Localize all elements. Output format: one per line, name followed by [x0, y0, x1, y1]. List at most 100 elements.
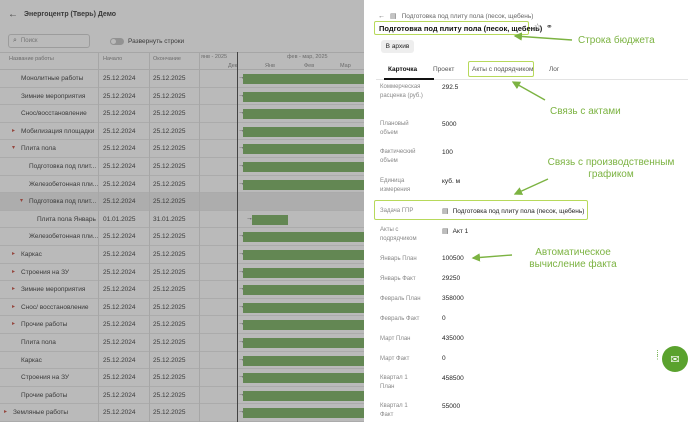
gantt-bar[interactable] [252, 214, 288, 225]
gpr-task-link[interactable]: ▤ Подготовка под плиту пола (песок, щебен… [442, 207, 584, 215]
gantt-bar[interactable] [243, 179, 364, 190]
table-row[interactable]: ▸ Прочие работы 25.12.2024 25.12.2025 → [0, 316, 364, 334]
chevron-right-icon[interactable]: ▸ [12, 286, 16, 293]
arrow-right-icon: → [238, 267, 245, 275]
gantt-bar[interactable] [243, 109, 364, 120]
table-row[interactable]: Подготовка под плит... 25.12.2024 25.12.20… [0, 158, 364, 176]
field-value[interactable]: 458500 [442, 375, 464, 382]
gantt-bar[interactable] [243, 390, 364, 401]
row-start-date: 25.12.2024 [103, 92, 136, 100]
field-value[interactable]: 358000 [442, 295, 464, 302]
timeline-month: Дек [228, 63, 238, 69]
tab-card[interactable]: Карточка [388, 66, 418, 73]
table-row[interactable]: ▸ Мобилизация площадки 25.12.2024 25.12.202… [0, 123, 364, 141]
chevron-down-icon[interactable]: ▾ [20, 198, 24, 205]
field-value[interactable]: куб. м [442, 178, 461, 185]
table-row[interactable]: ▸ Каркас 25.12.2024 25.12.2025 → [0, 246, 364, 264]
chevron-right-icon[interactable]: ▸ [12, 127, 16, 134]
gantt-bar[interactable] [243, 91, 364, 102]
table-row[interactable]: ▸ Зимние мероприятия 25.12.2024 25.12.2025 → [0, 281, 364, 299]
gantt-bar[interactable] [243, 408, 364, 419]
arrow-right-icon: → [238, 232, 245, 240]
field-label: Квартал 1 План [380, 375, 408, 390]
arrow-right-icon: → [238, 355, 245, 363]
gantt-bar[interactable] [243, 267, 364, 278]
breadcrumb-text[interactable]: Подготовка под плиту пола (песок, щебень… [401, 12, 534, 20]
gantt-bar[interactable] [243, 338, 364, 348]
table-row[interactable]: Зимние мероприятия 25.12.2024 25.12.2025 → [0, 88, 364, 106]
table-row[interactable]: Плита пола Январь 01.01.2025 31.01.2025 → [0, 211, 364, 229]
row-end-date: 25.12.2025 [153, 110, 186, 118]
link-icon[interactable]: ⚭ [546, 22, 553, 31]
row-name: Снос/ восстановление [21, 303, 89, 311]
arrow-left-icon[interactable]: ← [8, 8, 18, 20]
field-value[interactable]: 0 [442, 315, 446, 322]
page-title: Подготовка под плиту пола (песок, щебень… [379, 24, 543, 33]
chevron-right-icon[interactable]: ▸ [12, 268, 16, 275]
gantt-bar[interactable] [243, 74, 364, 84]
chevron-right-icon[interactable]: ▸ [12, 303, 16, 310]
field-value[interactable]: 55000 [442, 403, 461, 410]
field-value[interactable]: 435000 [442, 335, 464, 342]
field-value[interactable]: 292.5 [442, 84, 459, 91]
row-end-date: 25.12.2025 [153, 180, 186, 188]
table-row[interactable]: Монолитные работы 25.12.2024 25.12.2025 → [0, 70, 364, 88]
arrow-right-icon: → [238, 91, 245, 99]
act-text: Акт 1 [452, 228, 469, 235]
table-row[interactable]: Железобетонная пли... 25.12.2024 25.12.202… [0, 228, 364, 246]
gantt-bar[interactable] [243, 162, 364, 172]
expand-rows-toggle[interactable] [110, 37, 124, 45]
archive-button[interactable]: В архив [381, 40, 414, 53]
act-link[interactable]: ▤ Акт 1 [442, 227, 468, 235]
search-input[interactable]: ⌕ Поиск [8, 34, 90, 48]
gantt-bar[interactable] [243, 373, 364, 384]
active-tab-indicator [384, 78, 434, 80]
row-end-date: 25.12.2025 [153, 356, 186, 364]
chat-button[interactable]: ✉ [662, 346, 688, 372]
annotation-auto-calc: Автоматическое вычисление факта [529, 247, 617, 270]
row-name: Плита пола [21, 339, 56, 346]
table-row[interactable]: ▾ Плита пола 25.12.2024 25.12.2025 → [0, 140, 364, 158]
row-end-date: 25.12.2025 [153, 198, 186, 206]
field-value[interactable]: 29250 [442, 275, 461, 282]
chevron-right-icon[interactable]: ▸ [12, 321, 16, 328]
table-row[interactable]: ▸ Земляные работы 25.12.2024 25.12.2025 → [0, 404, 364, 422]
chevron-down-icon[interactable]: ▾ [12, 145, 16, 152]
row-start-date: 25.12.2024 [103, 145, 136, 153]
gantt-bar[interactable] [243, 126, 364, 137]
chevron-right-icon[interactable]: ▸ [12, 251, 16, 257]
field-value[interactable]: 0 [442, 355, 446, 362]
gantt-bar[interactable] [243, 144, 364, 155]
field-value[interactable]: 100500 [442, 255, 464, 262]
field-value[interactable]: 100 [442, 149, 453, 156]
chevron-right-icon[interactable]: ▸ [4, 409, 8, 416]
tab-log[interactable]: Лог [549, 66, 560, 73]
table-row[interactable]: Прочие работы 25.12.2024 25.12.2025 → [0, 387, 364, 405]
table-row[interactable]: Снос/восстановление 25.12.2024 25.12.2025 → [0, 105, 364, 123]
table-row[interactable]: Каркас 25.12.2024 25.12.2025 → [0, 352, 364, 370]
gantt-bar[interactable] [243, 250, 364, 260]
gantt-bar[interactable] [243, 302, 364, 313]
drag-handle-icon[interactable]: ⋮ ⋮ [654, 350, 661, 361]
table-row[interactable]: Железобетонная пли... 25.12.2024 25.12.202… [0, 176, 364, 194]
table-row[interactable]: ▸ Снос/ восстановление 25.12.2024 25.12.202… [0, 299, 364, 317]
arrow-left-icon[interactable]: ← [378, 12, 385, 20]
gantt-bar[interactable] [243, 285, 364, 296]
field-value[interactable]: 5000 [442, 121, 457, 128]
gantt-bar[interactable] [243, 232, 364, 243]
field-label: Плановый объем [380, 121, 409, 136]
table-row[interactable]: Плита пола 25.12.2024 25.12.2025 → [0, 334, 364, 352]
table-row[interactable]: ▸ Строения на ЗУ 25.12.2024 25.12.2025 → [0, 264, 364, 282]
star-icon[interactable]: ☆ [534, 22, 542, 31]
tab-project[interactable]: Проект [433, 66, 455, 73]
gantt-bar[interactable] [243, 355, 364, 366]
row-start-date: 25.12.2024 [103, 339, 136, 346]
tab-contractor-acts[interactable]: Акты с подрядчиком [472, 66, 534, 73]
arrow-right-icon: → [238, 285, 245, 293]
field-label: Единица измерения [380, 178, 411, 193]
row-name: Каркас [21, 251, 42, 258]
table-row[interactable]: ▾ Подготовка под плит... 25.12.2024 25.12.2… [0, 193, 364, 211]
row-start-date: 25.12.2024 [103, 163, 136, 170]
table-row[interactable]: Строения на ЗУ 25.12.2024 25.12.2025 → [0, 369, 364, 387]
gantt-bar[interactable] [243, 320, 364, 331]
